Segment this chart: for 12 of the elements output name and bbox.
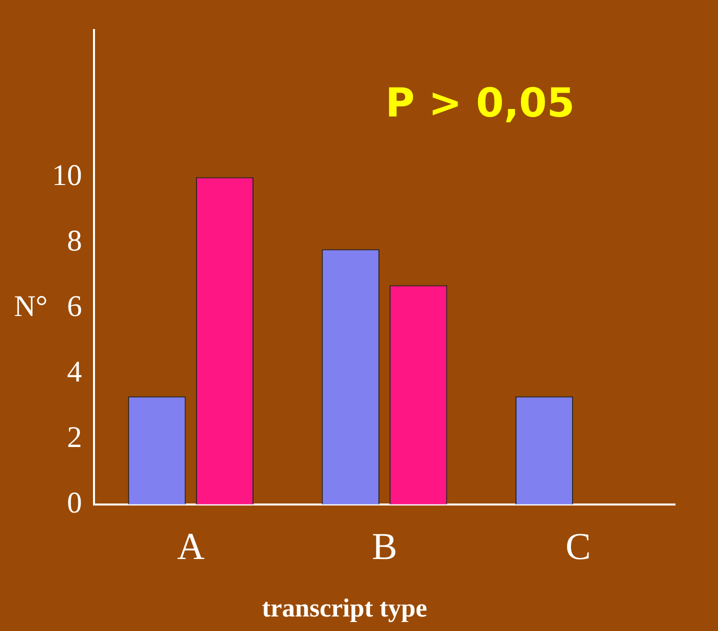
y-tick-label: 8 xyxy=(67,224,82,258)
x-tick-label: A xyxy=(177,526,206,568)
y-tick-label: 0 xyxy=(67,486,82,520)
x-axis-title: transcript type xyxy=(262,594,428,623)
y-tick-label: 6 xyxy=(67,290,82,323)
y-axis-title: N° xyxy=(14,290,48,323)
annotation: P > 0,05 xyxy=(385,80,575,126)
y-tick-label: 4 xyxy=(67,355,82,388)
y-tick-label: 10 xyxy=(52,159,82,192)
y-tick-label: 2 xyxy=(67,420,82,454)
x-tick-label: C xyxy=(565,526,591,568)
x-tick-label: B xyxy=(372,526,398,568)
